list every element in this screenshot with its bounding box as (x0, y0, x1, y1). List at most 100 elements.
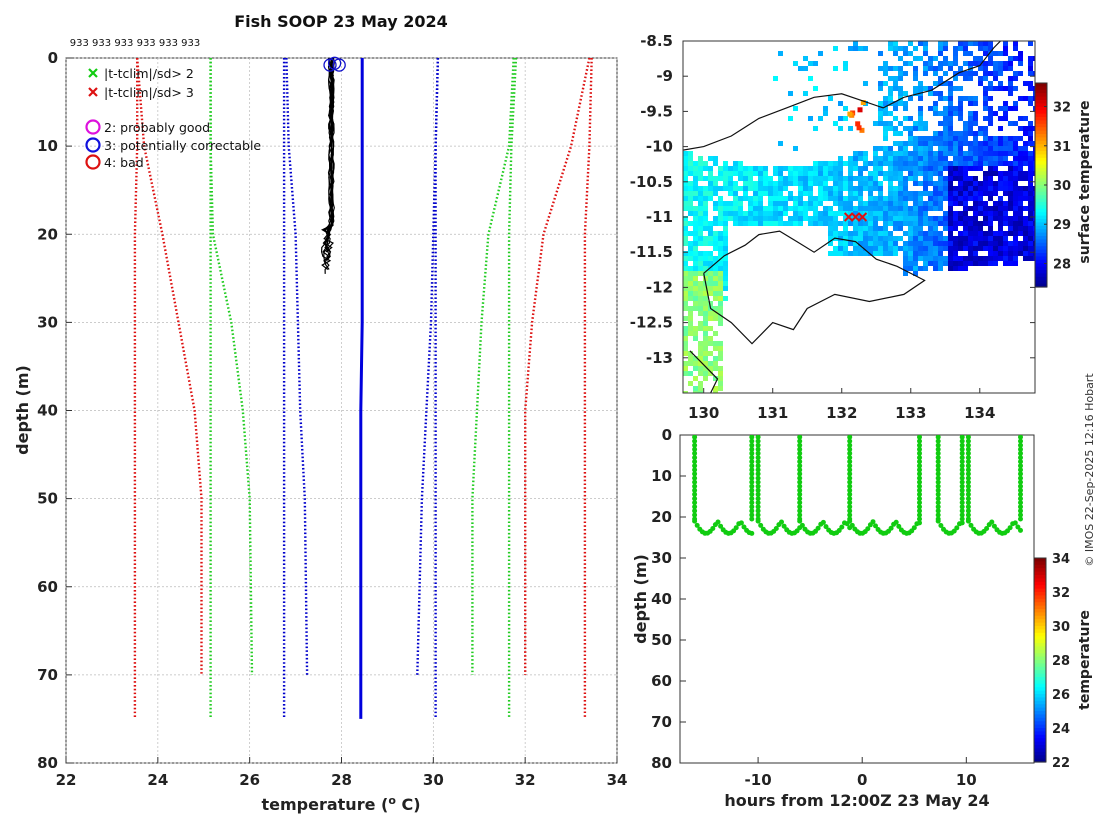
td-y-tick-label: 20 (651, 508, 672, 526)
sst-cell (683, 176, 688, 181)
sst-cell (688, 246, 693, 251)
sst-cell (903, 91, 908, 96)
sst-cell (928, 251, 933, 256)
sst-cell (713, 386, 718, 391)
map-y-tick-label: -10 (646, 138, 673, 156)
sst-cell (693, 301, 698, 306)
sst-cell (708, 341, 713, 346)
sst-cell (1023, 226, 1028, 231)
sst-cell (853, 191, 858, 196)
map-y-tick-label: -11 (646, 208, 673, 226)
sst-cell (958, 216, 963, 221)
sst-cell (923, 181, 928, 186)
sst-cell (768, 181, 773, 186)
sst-cell (918, 86, 923, 91)
td-point (917, 463, 922, 469)
td-point (749, 530, 755, 536)
sst-cell (798, 166, 803, 171)
sst-cell (713, 281, 718, 286)
sst-cell (948, 61, 953, 66)
sst-cell (683, 206, 688, 211)
sst-cell (838, 196, 843, 201)
sst-cell (978, 221, 983, 226)
sst-cell (988, 246, 993, 251)
sst-cell (888, 176, 893, 181)
temperature-colorbar-segment (1034, 683, 1046, 688)
td-point (755, 504, 761, 510)
sst-cell (1033, 106, 1035, 111)
sst-cell (928, 181, 933, 186)
sst-cell (943, 261, 948, 266)
sst-cell (933, 141, 938, 146)
sst-cell (943, 166, 948, 171)
sst-cell (988, 256, 993, 261)
sst-cell (958, 46, 963, 51)
sst-cell (693, 356, 698, 361)
sst-cell (1028, 191, 1033, 196)
td-point (917, 446, 922, 452)
map-colorbar-segment (1035, 263, 1047, 268)
sst-cell (763, 181, 768, 186)
sst-cell (1033, 56, 1035, 61)
td-point (965, 518, 971, 524)
temperature-colorbar-segment (1034, 697, 1046, 702)
td-point (1018, 508, 1023, 514)
sst-cell (863, 241, 868, 246)
td-point (1015, 524, 1021, 530)
td-y-tick-label: 70 (651, 713, 672, 731)
sst-cell (993, 136, 998, 141)
map-colorbar-segment (1035, 120, 1047, 125)
sst-cell (923, 166, 928, 171)
sst-cell (708, 231, 713, 236)
sst-cell (978, 146, 983, 151)
sst-cell (703, 196, 708, 201)
track-cross-marker (843, 212, 854, 222)
sst-cell (863, 186, 868, 191)
sst-cell (923, 256, 928, 261)
sst-cell (753, 181, 758, 186)
td-point (755, 475, 761, 481)
sst-cell (838, 231, 843, 236)
sst-cell (718, 231, 723, 236)
temperature-colorbar-segment (1034, 585, 1046, 590)
sst-cell (868, 231, 873, 236)
sst-cell (893, 191, 898, 196)
map-colorbar-segment (1035, 96, 1047, 101)
sst-cell (723, 286, 728, 291)
sst-cell (958, 191, 963, 196)
sst-cell (958, 221, 963, 226)
sst-cell (833, 191, 838, 196)
sst-cell (978, 156, 983, 161)
sst-cell (698, 161, 703, 166)
map-colorbar-segment (1035, 137, 1047, 142)
td-point (797, 442, 803, 448)
sst-cell (988, 236, 993, 241)
sst-cell (913, 56, 918, 61)
temperature-colorbar-segment (1034, 646, 1046, 651)
sst-cell (933, 156, 938, 161)
sst-cell (1013, 216, 1018, 221)
legend-flag3-label: 3: potentially correctable (104, 138, 261, 153)
sst-cell (688, 276, 693, 281)
sst-cell (838, 246, 843, 251)
sst-cell (973, 221, 978, 226)
td-point (755, 483, 761, 489)
sst-cell (698, 216, 703, 221)
y-tick-label: 50 (37, 490, 58, 508)
sst-cell (758, 221, 763, 226)
sst-cell (873, 241, 878, 246)
sst-cell (903, 101, 908, 106)
sst-cell (828, 236, 833, 241)
td-point (959, 479, 965, 485)
temperature-colorbar-segment (1034, 639, 1046, 644)
sst-cell (813, 166, 818, 171)
sst-cell (783, 206, 788, 211)
td-point (935, 450, 941, 456)
sst-cell (918, 226, 923, 231)
sst-cell (683, 361, 688, 366)
sst-cell (983, 86, 988, 91)
sst-cell (973, 246, 978, 251)
sst-cell (693, 306, 698, 311)
sst-cell (713, 286, 718, 291)
sst-cell (733, 206, 738, 211)
